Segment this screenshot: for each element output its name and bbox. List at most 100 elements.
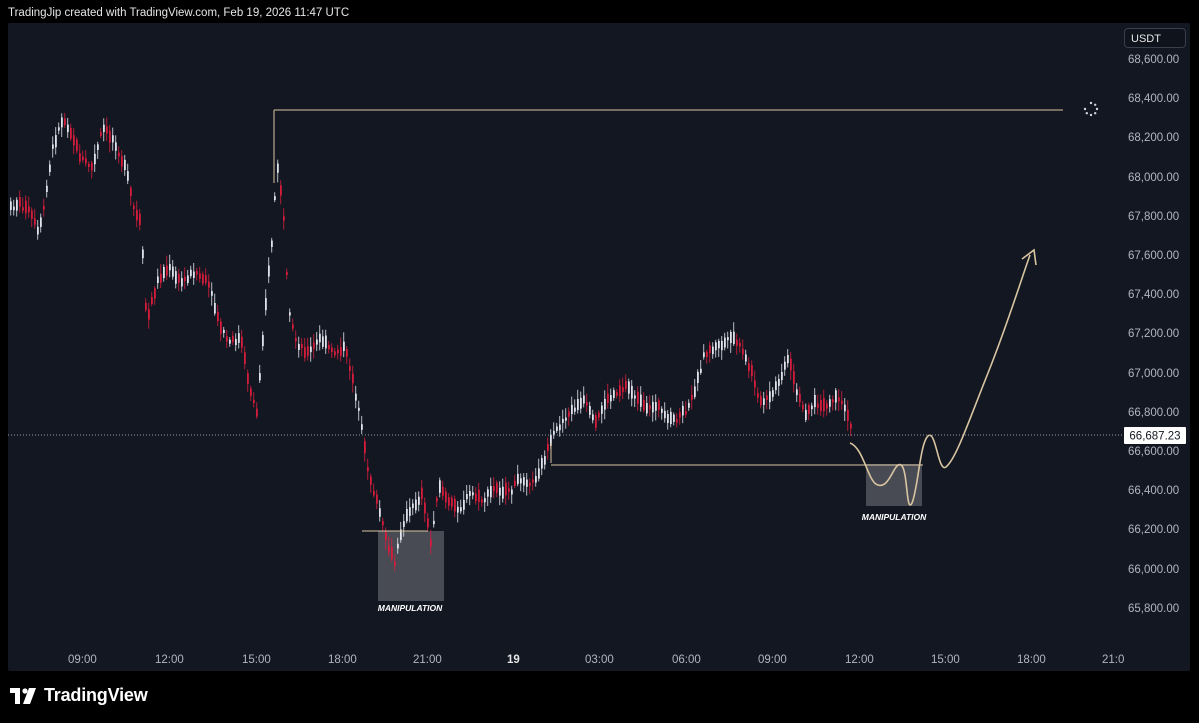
candle-body: [163, 266, 165, 278]
candle-body: [622, 386, 624, 392]
candle-body: [301, 343, 303, 349]
candle-body: [727, 337, 729, 341]
candle-body: [220, 321, 222, 334]
candle-body: [658, 400, 660, 410]
drawings: [8, 101, 1123, 532]
candle-body: [403, 521, 405, 527]
candle-body: [682, 405, 684, 416]
candle-body: [469, 491, 471, 496]
candle-body: [628, 381, 630, 394]
candle-body: [169, 264, 171, 271]
currency-selector[interactable]: USDT: [1124, 28, 1186, 48]
candle-body: [643, 399, 645, 411]
last-price-tag: [1124, 427, 1186, 444]
tradingview-logo[interactable]: TradingView: [10, 685, 148, 706]
candle-body: [127, 171, 129, 181]
candle-body: [457, 506, 459, 513]
candle-body: [520, 478, 522, 484]
candle-body: [103, 124, 105, 133]
candle-body: [43, 206, 45, 210]
candle-body: [217, 312, 219, 322]
candle-body: [526, 479, 528, 487]
price-label: 67,600.00: [1128, 250, 1180, 262]
candle-body: [553, 430, 555, 435]
candle-body: [763, 398, 765, 405]
candle-body: [571, 404, 573, 415]
candle-body: [460, 507, 462, 512]
candle-body: [634, 395, 636, 399]
candle-body: [322, 336, 324, 347]
candle-body: [91, 162, 93, 171]
candle-body: [139, 213, 141, 226]
candle-body: [364, 441, 366, 454]
candle-body: [679, 412, 681, 418]
candle-body: [556, 426, 558, 432]
candle-body: [532, 479, 534, 483]
candle-body: [451, 497, 453, 507]
candle-body: [787, 354, 789, 364]
price-label: 68,200.00: [1128, 132, 1180, 145]
candle-body: [181, 278, 183, 287]
candle-body: [379, 508, 381, 517]
candle-body: [118, 152, 120, 157]
price-chart[interactable]: MANIPULATION MANIPULATION 66,687.23: [8, 23, 1190, 671]
candle-body: [832, 399, 834, 403]
time-label: 21:0: [1102, 654, 1125, 666]
candle-body: [223, 329, 225, 334]
candle-body: [508, 488, 510, 492]
candle-body: [145, 302, 147, 310]
candle-body: [754, 380, 756, 388]
candle-body: [577, 399, 579, 411]
candle-body: [568, 411, 570, 417]
candle-body: [250, 388, 252, 396]
candle-body: [697, 371, 699, 383]
candle-body: [64, 118, 66, 126]
candle-body: [418, 496, 420, 505]
candle-body: [793, 371, 795, 385]
candle-body: [706, 351, 708, 358]
candle-body: [736, 339, 738, 346]
price-label: 66,400.00: [1128, 485, 1180, 498]
candle-body: [523, 477, 525, 486]
candle-body: [733, 331, 735, 344]
candle-body: [343, 341, 345, 351]
candle-body: [409, 507, 411, 516]
candle-body: [154, 288, 156, 299]
candle-body: [106, 126, 108, 134]
candle-body: [40, 217, 42, 227]
candle-body: [439, 480, 441, 493]
candle-body: [433, 520, 435, 525]
candle-body: [97, 144, 99, 150]
candle-body: [79, 153, 81, 162]
candle-body: [625, 380, 627, 389]
candle-body: [691, 394, 693, 400]
candle-body: [823, 398, 825, 412]
candle-body: [637, 391, 639, 404]
candle-body: [646, 403, 648, 414]
candle-body: [52, 144, 54, 149]
time-label: 09:00: [758, 654, 787, 666]
candle-body: [838, 397, 840, 402]
candle-body: [574, 407, 576, 412]
price-label: 67,000.00: [1128, 367, 1180, 380]
candle-body: [703, 352, 705, 358]
time-label: 15:00: [242, 654, 271, 666]
candle-body: [370, 476, 372, 485]
candle-body: [619, 385, 621, 396]
price-label: 66,600.00: [1128, 446, 1180, 458]
candle-body: [37, 226, 39, 235]
candle-body: [178, 273, 180, 283]
candle-body: [649, 405, 651, 410]
candle-body: [670, 411, 672, 425]
candle-body: [442, 486, 444, 496]
candle-body: [589, 405, 591, 415]
candle-body: [385, 531, 387, 541]
candle-body: [802, 404, 804, 410]
candle-body: [781, 371, 783, 381]
candle-body: [199, 273, 201, 279]
candle-body: [715, 342, 717, 351]
chart-panel[interactable]: MANIPULATION MANIPULATION 66,687.23: [8, 23, 1190, 671]
candle-body: [799, 393, 801, 403]
candle-body: [427, 518, 429, 528]
candle-body: [289, 312, 291, 316]
